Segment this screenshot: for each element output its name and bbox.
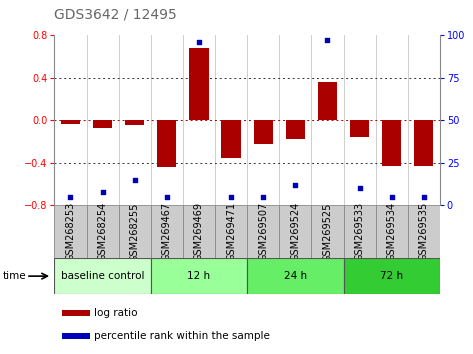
Bar xyxy=(62,333,90,338)
Bar xyxy=(279,205,311,258)
Point xyxy=(291,182,299,188)
Text: GSM268253: GSM268253 xyxy=(65,202,76,262)
Bar xyxy=(151,258,247,294)
Text: baseline control: baseline control xyxy=(61,271,144,281)
Text: GSM269524: GSM269524 xyxy=(290,202,300,262)
Bar xyxy=(221,120,241,158)
Text: 12 h: 12 h xyxy=(187,271,210,281)
Bar xyxy=(343,205,376,258)
Text: GSM269534: GSM269534 xyxy=(387,202,397,262)
Point xyxy=(163,194,171,200)
Bar xyxy=(54,258,151,294)
Text: percentile rank within the sample: percentile rank within the sample xyxy=(95,331,271,341)
Bar xyxy=(382,120,401,166)
Text: GSM268254: GSM268254 xyxy=(97,202,107,262)
Bar xyxy=(54,205,87,258)
Bar xyxy=(125,120,144,125)
Bar xyxy=(414,120,433,166)
Bar xyxy=(189,48,209,120)
Bar xyxy=(311,205,343,258)
Text: log ratio: log ratio xyxy=(95,308,138,318)
Point xyxy=(195,39,203,45)
Point xyxy=(131,177,139,183)
Bar xyxy=(286,120,305,139)
Text: 24 h: 24 h xyxy=(284,271,307,281)
Point xyxy=(67,194,74,200)
Point xyxy=(259,194,267,200)
Bar xyxy=(93,120,112,128)
Bar xyxy=(183,205,215,258)
Point xyxy=(388,194,395,200)
Bar xyxy=(87,205,119,258)
Text: GSM269471: GSM269471 xyxy=(226,202,236,262)
Bar xyxy=(151,205,183,258)
Point xyxy=(99,189,106,195)
Point xyxy=(356,185,363,191)
Text: GSM269467: GSM269467 xyxy=(162,202,172,262)
Bar xyxy=(62,310,90,316)
Text: time: time xyxy=(2,271,26,281)
Text: GSM269525: GSM269525 xyxy=(323,202,333,262)
Text: GSM269535: GSM269535 xyxy=(419,202,429,262)
Text: GSM269469: GSM269469 xyxy=(194,202,204,261)
Text: GSM269507: GSM269507 xyxy=(258,202,268,262)
Bar xyxy=(61,120,80,124)
Point xyxy=(324,38,331,43)
Text: GSM269533: GSM269533 xyxy=(355,202,365,262)
Bar xyxy=(157,120,176,167)
Text: GSM268255: GSM268255 xyxy=(130,202,140,262)
Bar xyxy=(119,205,151,258)
Text: GDS3642 / 12495: GDS3642 / 12495 xyxy=(54,7,177,21)
Point xyxy=(228,194,235,200)
Bar xyxy=(343,258,440,294)
Bar xyxy=(318,82,337,120)
Bar xyxy=(215,205,247,258)
Text: 72 h: 72 h xyxy=(380,271,403,281)
Bar xyxy=(247,205,279,258)
Bar xyxy=(376,205,408,258)
Bar xyxy=(408,205,440,258)
Bar xyxy=(247,258,343,294)
Point xyxy=(420,194,428,200)
Bar xyxy=(254,120,273,144)
Bar xyxy=(350,120,369,137)
